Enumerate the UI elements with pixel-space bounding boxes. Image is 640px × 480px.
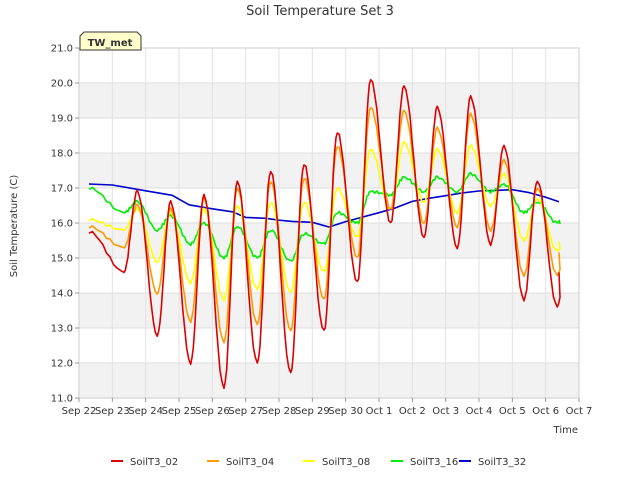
y-axis-label: Soil Temperature (C) — [9, 175, 20, 278]
x-tick-label: Sep 27 — [228, 406, 263, 417]
y-tick-label: 15.0 — [51, 254, 73, 265]
station-badge-shape — [79, 31, 142, 51]
y-tick-label: 14.0 — [51, 289, 73, 300]
y-tick-label: 16.0 — [51, 219, 73, 230]
legend-item: SoilT3_02 — [111, 457, 178, 468]
x-tick-label: Sep 30 — [328, 406, 363, 417]
legend-label: SoilT3_08 — [322, 457, 370, 468]
x-tick-label: Oct 1 — [366, 406, 393, 417]
series-line-soilt3_16 — [88, 171, 561, 262]
station-label: TW_met — [88, 38, 133, 49]
grid-band — [79, 153, 579, 188]
legend: SoilT3_02 SoilT3_04 SoilT3_08 SoilT3_16 Soil… — [111, 457, 526, 468]
grid-band — [79, 363, 579, 398]
x-tick-label: Oct 7 — [566, 406, 593, 417]
legend-label: SoilT3_16 — [410, 457, 458, 468]
legend-item: SoilT3_08 — [303, 457, 370, 468]
x-tick-label: Sep 23 — [95, 406, 130, 417]
grid-band — [79, 83, 579, 118]
y-tick-label: 11.0 — [51, 394, 73, 405]
y-tick-label: 19.0 — [51, 114, 73, 125]
x-tick-label: Oct 5 — [499, 406, 526, 417]
y-tick-label: 20.0 — [51, 79, 73, 90]
y-tick-label: 12.0 — [51, 359, 73, 370]
x-tick-label: Sep 24 — [128, 406, 163, 417]
x-axis-label: Time — [553, 425, 578, 436]
x-tick-label: Oct 6 — [532, 406, 559, 417]
x-tick-label: Sep 25 — [162, 406, 197, 417]
legend-item: SoilT3_32 — [459, 457, 526, 468]
legend-label: SoilT3_32 — [478, 457, 526, 468]
series-line-soilt3_32 — [88, 183, 560, 228]
x-tick-label: Oct 4 — [466, 406, 493, 417]
y-tick-label: 18.0 — [51, 149, 73, 160]
x-tick-label: Oct 3 — [432, 406, 459, 417]
grid-bands — [79, 83, 579, 398]
plot-area — [78, 47, 580, 399]
series-lines — [88, 78, 561, 390]
series-line-soilt3_02 — [88, 78, 561, 390]
y-axis: 11.0 12.0 13.0 14.0 15.0 16.0 17.0 18.0 19.0 20.0… — [51, 44, 79, 405]
x-tick-label: Sep 29 — [295, 406, 330, 417]
x-tick-label: Oct 2 — [399, 406, 426, 417]
series-line-soilt3_08 — [88, 141, 561, 302]
y-tick-label: 13.0 — [51, 324, 73, 335]
legend-item: SoilT3_04 — [207, 457, 274, 468]
x-tick-label: Sep 26 — [195, 406, 230, 417]
legend-item: SoilT3_16 — [391, 457, 458, 468]
x-tick-label: Sep 22 — [62, 406, 97, 417]
legend-label: SoilT3_04 — [226, 457, 274, 468]
station-badge: TW_met — [79, 31, 142, 51]
x-tick-label: Sep 28 — [262, 406, 297, 417]
chart-title: Soil Temperature Set 3 — [246, 4, 394, 19]
y-tick-label: 21.0 — [51, 44, 73, 55]
y-tick-label: 17.0 — [51, 184, 73, 195]
legend-label: SoilT3_02 — [130, 457, 178, 468]
